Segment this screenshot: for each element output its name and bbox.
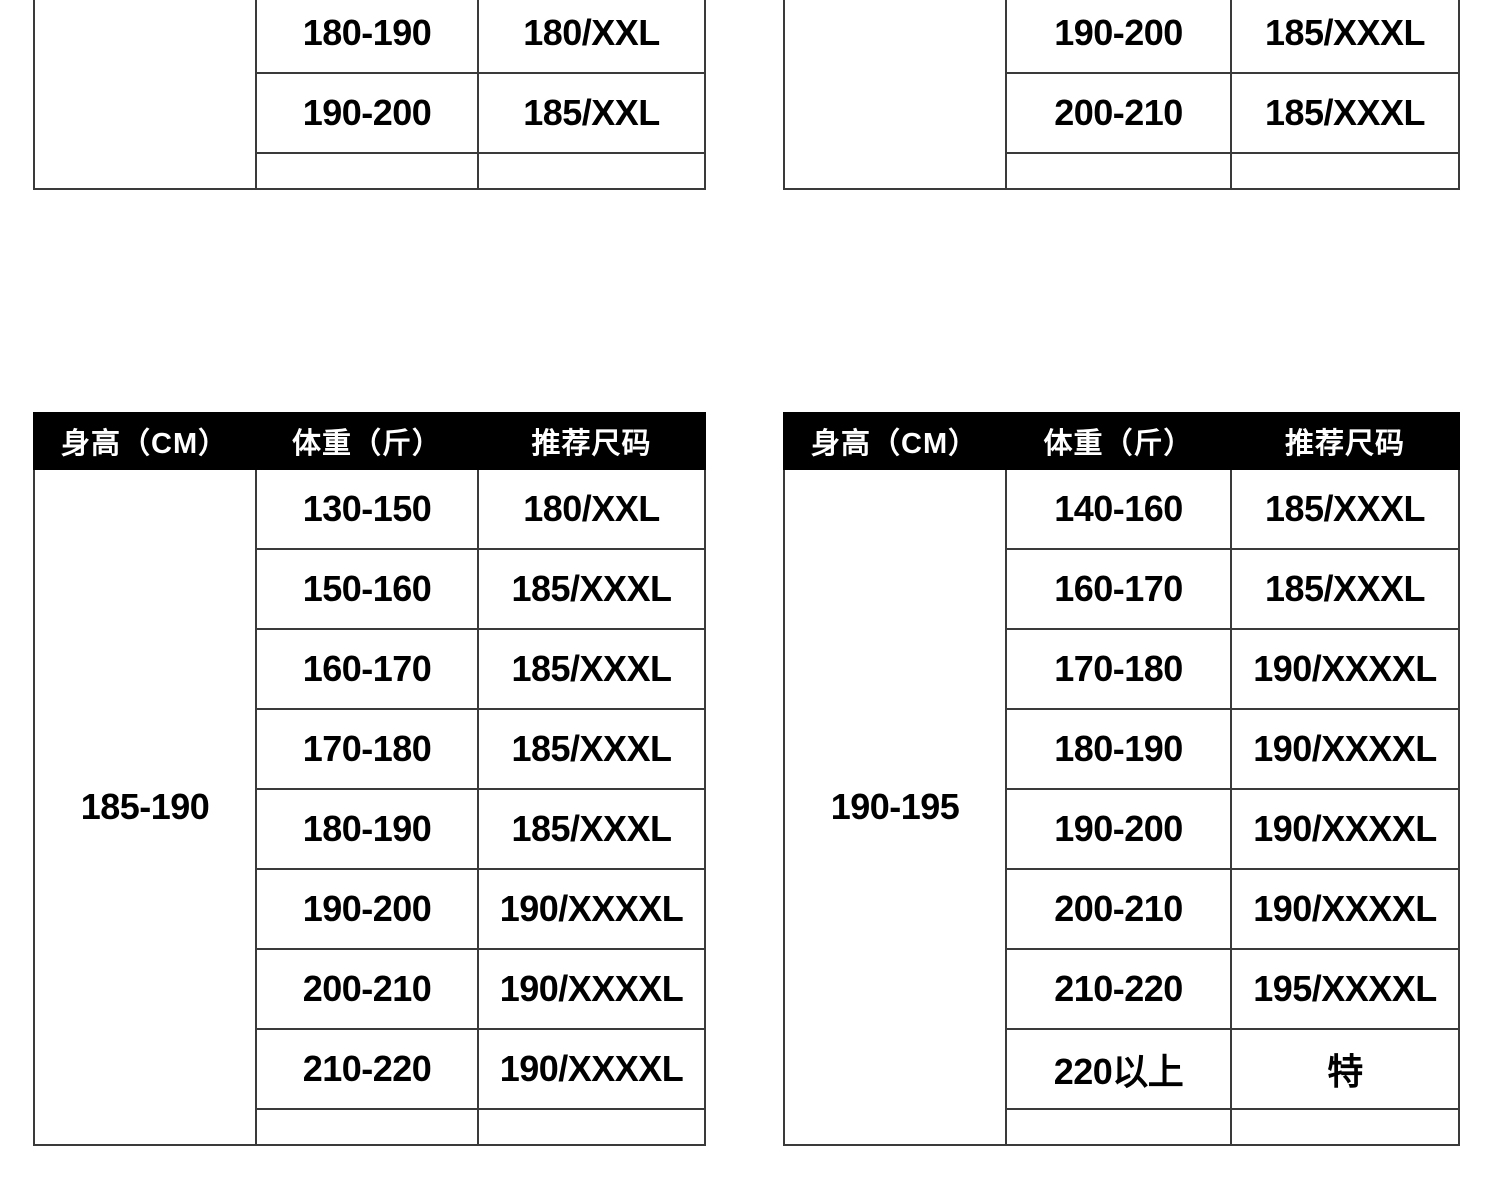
table-row: 190-200 185/XXL	[34, 72, 706, 154]
column-header-height: 身高（CM）	[783, 412, 1007, 470]
table-row: 200-210 185/XXXL	[784, 72, 1460, 154]
table-row: 170-180 185/XXXL	[34, 708, 706, 790]
column-header-size: 推荐尺码	[1230, 412, 1460, 470]
table-header-row: 身高（CM） 体重（斤） 推荐尺码	[33, 412, 706, 470]
height-range-cell: 190-195	[783, 468, 1007, 1146]
weight-range-cell: 160-170	[1005, 548, 1232, 630]
table-filler-row	[784, 152, 1460, 190]
recommended-size-cell: 185/XXL	[477, 72, 706, 154]
recommended-size-cell: 185/XXXL	[1230, 72, 1460, 154]
filler-cell	[1005, 1108, 1232, 1146]
recommended-size-cell: 185/XXXL	[477, 708, 706, 790]
table-filler-row	[34, 152, 706, 190]
recommended-size-cell: 195/XXXXL	[1230, 948, 1460, 1030]
table-row: 180-190 180/XXL	[34, 0, 706, 74]
recommended-size-cell: 190/XXXXL	[477, 868, 706, 950]
table-row: 210-220 195/XXXXL	[784, 948, 1460, 1030]
weight-range-cell: 200-210	[1005, 868, 1232, 950]
recommended-size-cell: 特	[1230, 1028, 1460, 1110]
weight-range-cell: 220以上	[1005, 1028, 1232, 1110]
weight-range-cell: 130-150	[255, 468, 479, 550]
weight-range-cell: 210-220	[255, 1028, 479, 1110]
height-range-cell: 180-185	[783, 0, 1007, 190]
recommended-size-cell: 185/XXXL	[1230, 548, 1460, 630]
table-row: 190-200 185/XXXL	[784, 0, 1460, 74]
weight-range-cell: 180-190	[255, 788, 479, 870]
table-row: 160-170 185/XXXL	[34, 628, 706, 710]
table-row: 190-200 190/XXXXL	[784, 788, 1460, 870]
column-header-height: 身高（CM）	[33, 412, 257, 470]
table-row: 185-190 130-150 180/XXL	[33, 468, 706, 1146]
weight-range-cell: 190-200	[1005, 0, 1232, 74]
filler-cell	[1230, 1108, 1460, 1146]
recommended-size-cell: 185/XXXL	[1230, 0, 1460, 74]
size-table-top-left: 175-180150-160175/XL160-170180/XXL170-18…	[33, 0, 706, 190]
filler-cell	[255, 152, 479, 190]
recommended-size-cell: 185/XXXL	[477, 548, 706, 630]
table-row: 200-210 190/XXXXL	[34, 948, 706, 1030]
recommended-size-cell: 190/XXXXL	[1230, 628, 1460, 710]
filler-cell	[477, 1108, 706, 1146]
table-row: 160-170 185/XXXL	[784, 548, 1460, 630]
filler-cell	[477, 152, 706, 190]
weight-range-cell: 190-200	[255, 72, 479, 154]
recommended-size-cell: 185/XXXL	[477, 628, 706, 710]
weight-range-cell: 180-190	[1005, 708, 1232, 790]
weight-range-cell: 200-210	[255, 948, 479, 1030]
column-header-weight: 体重（斤）	[1005, 412, 1232, 470]
column-header-weight: 体重（斤）	[255, 412, 479, 470]
weight-range-cell: 180-190	[255, 0, 479, 74]
filler-cell	[255, 1108, 479, 1146]
weight-range-cell: 140-160	[1005, 468, 1232, 550]
recommended-size-cell: 190/XXXXL	[477, 948, 706, 1030]
table-row: 190-200 190/XXXXL	[34, 868, 706, 950]
table-row: 190-195 140-160 185/XXXL	[783, 468, 1460, 1146]
recommended-size-cell: 180/XXL	[477, 0, 706, 74]
table-row: 180-190 190/XXXXL	[784, 708, 1460, 790]
height-range-cell: 175-180	[33, 0, 257, 190]
size-table-bottom-right: 身高（CM） 体重（斤） 推荐尺码 190-195 140-160 185/XXXL 160…	[783, 412, 1460, 1146]
table-filler-row	[784, 1108, 1460, 1146]
weight-range-cell: 160-170	[255, 628, 479, 710]
table-header-row: 身高（CM） 体重（斤） 推荐尺码	[783, 412, 1460, 470]
weight-range-cell: 170-180	[1005, 628, 1232, 710]
table-row: 220以上特	[784, 1028, 1460, 1110]
table-row: 210-220 190/XXXXL	[34, 1028, 706, 1110]
table-row: 150-160 185/XXXL	[34, 548, 706, 630]
filler-cell	[1230, 152, 1460, 190]
weight-range-cell: 190-200	[1005, 788, 1232, 870]
column-header-size: 推荐尺码	[477, 412, 706, 470]
height-range-cell: 185-190	[33, 468, 257, 1146]
table-filler-row	[34, 1108, 706, 1146]
weight-range-cell: 190-200	[255, 868, 479, 950]
weight-range-cell: 210-220	[1005, 948, 1232, 1030]
table-row: 180-190 185/XXXL	[34, 788, 706, 870]
recommended-size-cell: 190/XXXXL	[1230, 788, 1460, 870]
filler-cell	[1005, 152, 1232, 190]
table-row: 170-180 190/XXXXL	[784, 628, 1460, 710]
weight-range-cell: 150-160	[255, 548, 479, 630]
recommended-size-cell: 185/XXXL	[1230, 468, 1460, 550]
weight-range-cell: 170-180	[255, 708, 479, 790]
table-row: 200-210 190/XXXXL	[784, 868, 1460, 950]
recommended-size-cell: 185/XXXL	[477, 788, 706, 870]
recommended-size-cell: 180/XXL	[477, 468, 706, 550]
recommended-size-cell: 190/XXXXL	[1230, 708, 1460, 790]
weight-range-cell: 200-210	[1005, 72, 1232, 154]
size-table-top-right: 180-185160-170180/XXL170-180180/XXL180-1…	[783, 0, 1460, 190]
size-table-bottom-left: 身高（CM） 体重（斤） 推荐尺码 185-190 130-150 180/XXL 150-…	[33, 412, 706, 1146]
recommended-size-cell: 190/XXXXL	[477, 1028, 706, 1110]
recommended-size-cell: 190/XXXXL	[1230, 868, 1460, 950]
